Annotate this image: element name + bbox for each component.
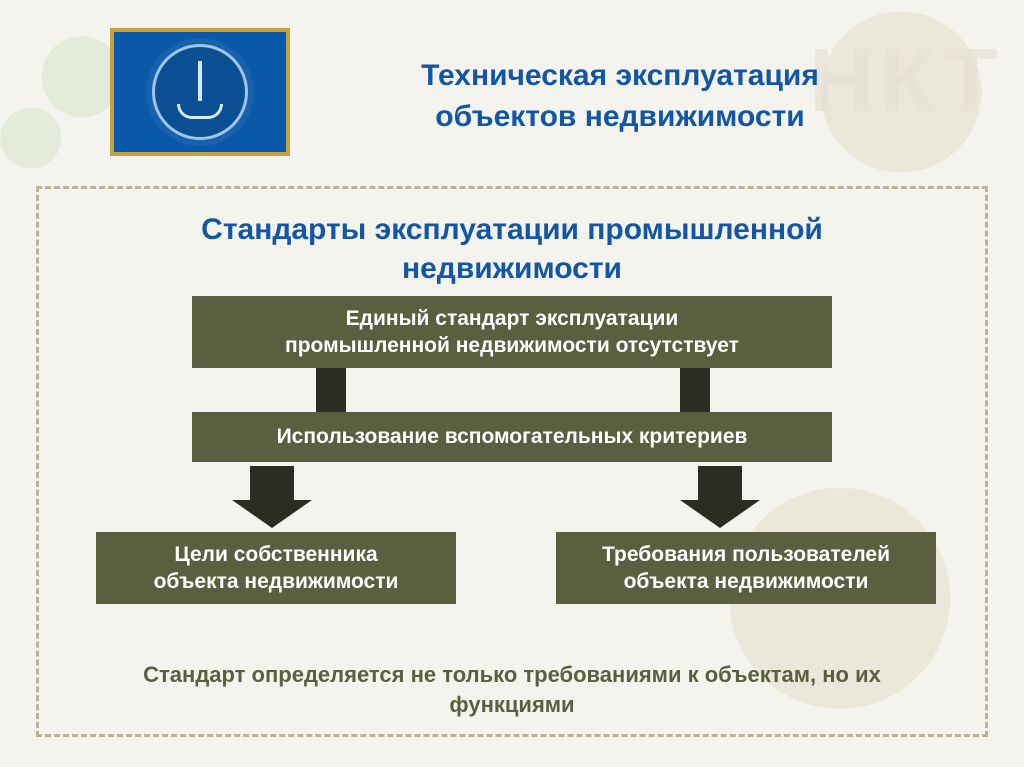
flow-box-right: Требования пользователей объекта недвижи… [556, 532, 936, 604]
box-right-line2: объекта недвижимости [624, 570, 869, 593]
emblem-icon [152, 44, 248, 140]
footer-text: Стандарт определяется не только требован… [80, 660, 944, 719]
connector-left [316, 368, 346, 412]
footer-line2: функциями [449, 692, 574, 717]
box-left-line2: объекта недвижимости [154, 570, 399, 593]
connector-right [680, 368, 710, 412]
section-title: Стандарты эксплуатации промышленной недв… [0, 210, 1024, 288]
box-left-line1: Цели собственника [174, 543, 377, 566]
section-title-line-1: Стандарты эксплуатации промышленной [201, 213, 823, 246]
arrow-down-left-icon [232, 466, 312, 528]
arrow-down-right-icon [680, 466, 760, 528]
flow-box-left: Цели собственника объекта недвижимости [96, 532, 456, 604]
section-title-line-2: недвижимости [402, 252, 622, 285]
box1-line1: Единый стандарт эксплуатации [346, 307, 679, 330]
logo-banner [110, 28, 290, 156]
flow-box-2: Использование вспомогательных критериев [192, 412, 832, 462]
box1-line2: промышленной недвижимости отсутствует [285, 334, 739, 357]
footer-line1: Стандарт определяется не только требован… [143, 662, 881, 687]
title-line-1: Техническая эксплуатация [421, 59, 819, 92]
box-right-line1: Требования пользователей [602, 543, 890, 566]
page-title: Техническая эксплуатация объектов недвиж… [300, 56, 940, 137]
title-line-2: объектов недвижимости [435, 100, 804, 133]
box2-text: Использование вспомогательных критериев [277, 423, 748, 450]
flow-box-1: Единый стандарт эксплуатации промышленно… [192, 296, 832, 368]
